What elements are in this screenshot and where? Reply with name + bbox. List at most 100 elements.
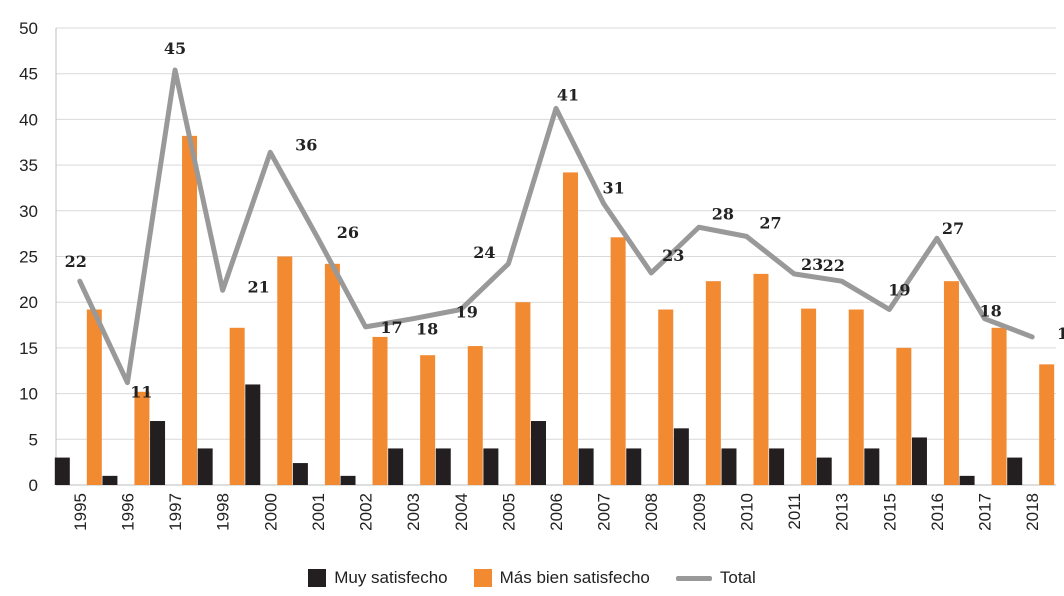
total-data-label: 21 — [248, 277, 270, 296]
x-tick-label: 2016 — [928, 493, 947, 531]
bar-muy-satisfecho — [245, 384, 261, 485]
legend-label-mas-bien: Más bien satisfecho — [499, 568, 650, 587]
bar-muy-satisfecho — [435, 448, 451, 485]
total-data-label: 28 — [712, 204, 734, 223]
bar-muy-satisfecho — [578, 448, 594, 485]
y-tick-label: 50 — [19, 19, 38, 38]
bar-muy-satisfecho — [340, 475, 356, 485]
bar-mas-bien-satisfecho — [610, 237, 626, 485]
bar-mas-bien-satisfecho — [467, 346, 483, 485]
total-data-label: 19 — [456, 303, 478, 322]
total-data-label: 36 — [295, 135, 317, 154]
legend-item-mas-bien: Más bien satisfecho — [473, 568, 650, 588]
bar-mas-bien-satisfecho — [420, 355, 436, 485]
bar-mas-bien-satisfecho — [134, 391, 150, 485]
x-tick-label: 2000 — [261, 493, 280, 531]
bar-mas-bien-satisfecho — [372, 336, 388, 485]
bar-muy-satisfecho — [769, 448, 785, 485]
bar-mas-bien-satisfecho — [515, 302, 531, 485]
bar-mas-bien-satisfecho — [86, 309, 102, 485]
total-data-label: 41 — [557, 85, 579, 104]
bar-mas-bien-satisfecho — [229, 327, 245, 485]
legend-label-muy: Muy satisfecho — [334, 568, 448, 587]
bar-muy-satisfecho — [626, 448, 642, 485]
x-tick-label: 2009 — [690, 493, 709, 531]
bars — [54, 135, 1055, 486]
bar-muy-satisfecho — [292, 463, 308, 485]
x-tick-label: 2005 — [499, 493, 518, 531]
total-data-label: 18 — [416, 320, 438, 339]
y-tick-label: 10 — [19, 385, 38, 404]
total-data-label: 45 — [164, 39, 186, 58]
total-data-label: 19 — [888, 281, 910, 300]
bar-mas-bien-satisfecho — [801, 308, 817, 485]
legend: Muy satisfecho Más bien satisfecho Total — [0, 566, 1064, 590]
bar-mas-bien-satisfecho — [753, 273, 769, 485]
bar-mas-bien-satisfecho — [324, 263, 340, 485]
y-tick-label: 35 — [19, 156, 38, 175]
legend-label-total: Total — [719, 568, 756, 587]
bar-muy-satisfecho — [54, 457, 70, 485]
bar-muy-satisfecho — [150, 421, 166, 485]
bar-mas-bien-satisfecho — [563, 172, 578, 486]
x-tick-label: 2011 — [785, 493, 804, 530]
x-tick-label: 1995 — [71, 493, 90, 531]
x-tick-label: 2003 — [404, 493, 423, 531]
x-tick-label: 1996 — [118, 493, 137, 531]
total-data-label: 23 — [801, 255, 823, 274]
x-tick-label: 2018 — [1023, 493, 1042, 531]
bar-mas-bien-satisfecho — [896, 347, 912, 485]
x-tick-label: 1998 — [214, 493, 233, 531]
bar-muy-satisfecho — [721, 448, 737, 485]
x-tick-label: 2004 — [452, 493, 471, 531]
bar-mas-bien-satisfecho — [1039, 364, 1055, 485]
bar-muy-satisfecho — [959, 475, 975, 485]
total-data-label: 31 — [602, 178, 624, 197]
total-data-label: 11 — [130, 383, 152, 402]
bar-muy-satisfecho — [483, 448, 499, 485]
legend-swatch-total — [675, 575, 712, 581]
bar-muy-satisfecho — [197, 448, 213, 485]
total-data-label: 17 — [380, 318, 402, 337]
x-tick-label: 2001 — [309, 493, 328, 531]
x-tick-label: 2002 — [357, 493, 376, 531]
total-data-label: 27 — [759, 213, 781, 232]
bar-muy-satisfecho — [1007, 457, 1023, 485]
line-total — [77, 67, 1035, 386]
y-tick-label: 20 — [19, 293, 38, 312]
y-tick-label: 15 — [19, 339, 38, 358]
bar-mas-bien-satisfecho — [182, 135, 198, 486]
bar-mas-bien-satisfecho — [991, 327, 1007, 485]
x-tick-label: 1997 — [166, 493, 185, 531]
bar-mas-bien-satisfecho — [277, 256, 293, 485]
x-tick-label: 2007 — [595, 493, 614, 531]
bar-muy-satisfecho — [673, 428, 689, 485]
x-tick-label: 2010 — [737, 493, 756, 531]
total-data-label: 26 — [337, 223, 359, 242]
x-tick-label: 2015 — [880, 493, 899, 531]
total-line — [77, 67, 1035, 386]
bar-muy-satisfecho — [911, 437, 927, 485]
bar-muy-satisfecho — [864, 448, 880, 485]
y-tick-label: 30 — [19, 202, 38, 221]
total-data-label: 18 — [979, 302, 1001, 321]
legend-swatch-muy — [308, 569, 327, 587]
x-tick-label: 2008 — [642, 493, 661, 531]
bar-mas-bien-satisfecho — [658, 309, 674, 485]
total-data-label: 27 — [942, 219, 964, 238]
y-axis: 0 5 10 15 20 25 30 35 40 45 50 — [19, 19, 1056, 495]
x-tick-label: 2013 — [833, 493, 852, 531]
legend-item-muy: Muy satisfecho — [308, 568, 448, 588]
y-tick-label: 40 — [19, 110, 38, 129]
bar-mas-bien-satisfecho — [943, 281, 959, 485]
total-data-label: 22 — [65, 252, 87, 271]
bar-mas-bien-satisfecho — [705, 281, 721, 485]
y-tick-label: 5 — [29, 430, 38, 449]
bar-muy-satisfecho — [388, 448, 404, 485]
y-tick-label: 25 — [19, 248, 38, 267]
total-data-label: 24 — [473, 243, 495, 262]
y-tick-label: 45 — [19, 65, 38, 84]
total-data-label: 22 — [823, 256, 845, 275]
